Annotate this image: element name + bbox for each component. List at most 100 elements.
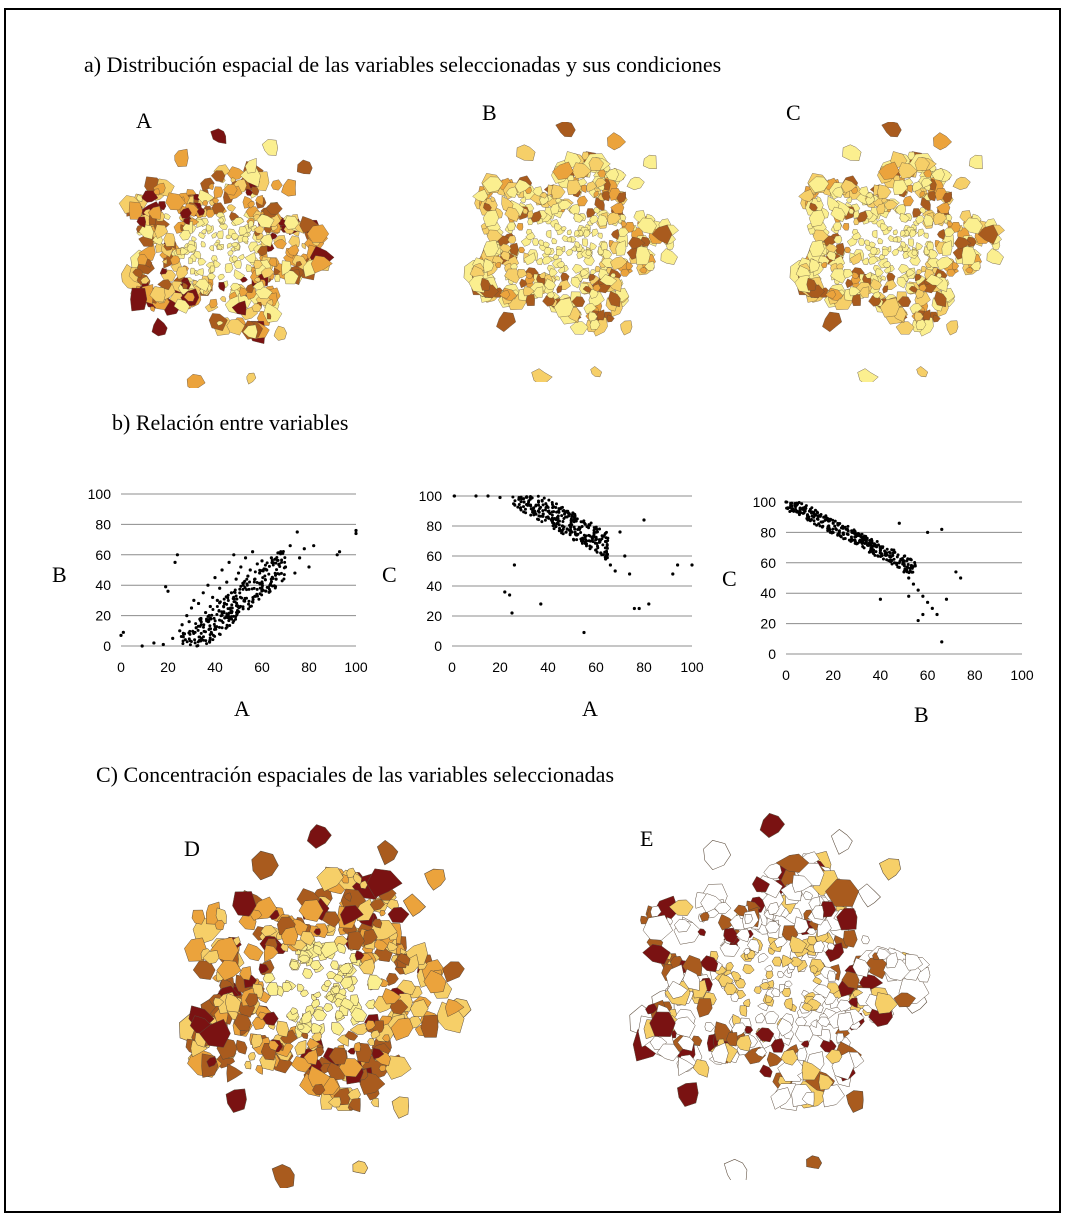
map-region bbox=[589, 215, 599, 225]
data-point bbox=[593, 527, 597, 531]
map-region bbox=[908, 285, 918, 293]
data-point bbox=[897, 521, 901, 525]
x-tick-label: 20 bbox=[492, 659, 508, 675]
data-point bbox=[274, 561, 278, 565]
data-point bbox=[860, 532, 864, 536]
data-point bbox=[557, 510, 561, 514]
data-point bbox=[785, 500, 789, 504]
map-region bbox=[796, 1047, 808, 1061]
map-region bbox=[494, 262, 502, 269]
map-region bbox=[574, 230, 580, 237]
data-point bbox=[567, 514, 571, 518]
data-point bbox=[543, 518, 547, 522]
y-tick-label: 60 bbox=[95, 547, 111, 563]
data-point bbox=[671, 572, 675, 576]
map-region bbox=[210, 170, 226, 182]
data-point bbox=[564, 530, 568, 534]
map-region bbox=[536, 257, 543, 265]
data-point bbox=[538, 507, 542, 511]
data-point bbox=[531, 509, 535, 513]
map-region bbox=[182, 282, 188, 290]
map-region bbox=[208, 183, 214, 190]
data-point bbox=[260, 584, 264, 588]
map-region bbox=[908, 238, 915, 247]
data-point bbox=[890, 562, 894, 566]
x-tick-label: 0 bbox=[782, 667, 790, 683]
choropleth-map-e bbox=[629, 812, 931, 1180]
data-point bbox=[588, 547, 592, 551]
y-tick-label: 0 bbox=[768, 646, 776, 662]
map-region bbox=[611, 228, 620, 240]
map-region bbox=[892, 229, 898, 235]
data-point bbox=[522, 500, 526, 504]
map-region bbox=[877, 184, 892, 200]
map-region bbox=[876, 203, 886, 215]
data-point bbox=[205, 617, 209, 621]
data-point bbox=[192, 632, 196, 636]
data-point bbox=[267, 564, 271, 568]
data-point bbox=[900, 557, 904, 561]
data-point bbox=[829, 517, 833, 521]
figure-frame: a) Distribución espacial de las variable… bbox=[4, 8, 1061, 1213]
map-region bbox=[892, 179, 908, 195]
data-point bbox=[189, 606, 194, 610]
map-region bbox=[843, 269, 854, 279]
map-region bbox=[595, 178, 607, 188]
map-region bbox=[231, 300, 247, 316]
data-point bbox=[208, 638, 212, 642]
map-region bbox=[270, 179, 283, 191]
data-point bbox=[206, 615, 210, 619]
map-region bbox=[525, 271, 533, 279]
map-region bbox=[256, 213, 275, 228]
data-point bbox=[222, 597, 226, 601]
data-point bbox=[223, 616, 227, 620]
data-point bbox=[225, 580, 229, 584]
data-point bbox=[529, 513, 533, 517]
data-point bbox=[236, 604, 240, 608]
data-point bbox=[605, 556, 609, 560]
data-point bbox=[875, 540, 879, 544]
map-region bbox=[225, 1088, 247, 1113]
map-region bbox=[880, 275, 886, 281]
map-region bbox=[130, 287, 148, 312]
map-region bbox=[771, 956, 782, 967]
map-region bbox=[175, 266, 188, 280]
map-region bbox=[954, 236, 972, 250]
data-point bbox=[603, 550, 607, 554]
data-point bbox=[890, 548, 894, 552]
map-region bbox=[151, 317, 168, 337]
data-point bbox=[205, 642, 209, 646]
map-region bbox=[518, 246, 526, 254]
map-region bbox=[571, 296, 586, 307]
map-label-b: B bbox=[482, 100, 497, 125]
map-region bbox=[865, 195, 875, 206]
map-region bbox=[941, 240, 953, 256]
data-point bbox=[598, 527, 602, 531]
map-region bbox=[198, 231, 206, 240]
data-point bbox=[246, 607, 250, 611]
data-point bbox=[222, 604, 226, 608]
map-region bbox=[946, 320, 959, 336]
data-point bbox=[204, 630, 208, 634]
data-point bbox=[211, 595, 215, 599]
map-region bbox=[551, 237, 558, 244]
data-point bbox=[219, 614, 223, 618]
x-tick-label: 40 bbox=[540, 659, 556, 675]
data-point bbox=[554, 506, 558, 510]
data-point bbox=[541, 503, 545, 507]
data-point bbox=[582, 630, 586, 635]
y-tick-label: 0 bbox=[103, 638, 111, 654]
data-point bbox=[637, 606, 641, 611]
map-region bbox=[951, 261, 960, 270]
map-region bbox=[251, 850, 279, 881]
data-point bbox=[853, 529, 857, 533]
map-region bbox=[545, 229, 552, 239]
map-region bbox=[241, 236, 249, 243]
map-region bbox=[496, 311, 516, 333]
data-point bbox=[211, 638, 215, 642]
data-point bbox=[790, 507, 794, 511]
map-region bbox=[566, 236, 572, 243]
map-region bbox=[233, 269, 246, 280]
data-point bbox=[594, 537, 598, 541]
map-region bbox=[157, 279, 172, 291]
